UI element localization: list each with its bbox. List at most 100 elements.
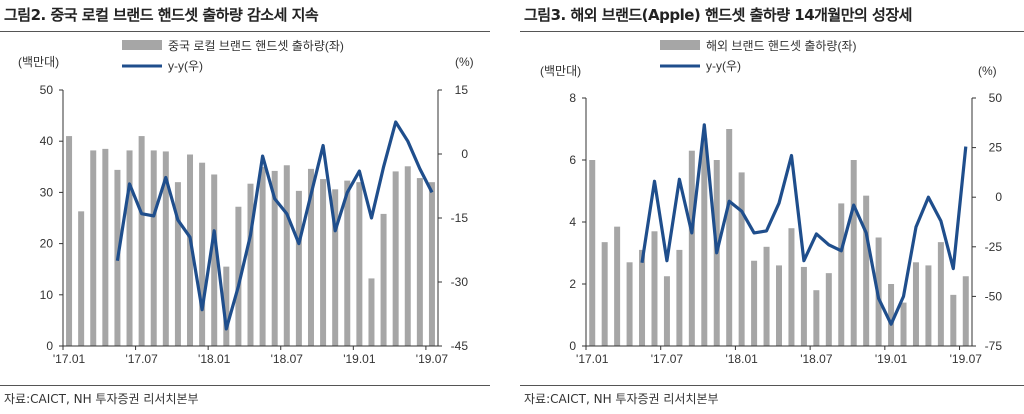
y-tick-label-right: 25 xyxy=(989,141,1003,155)
bar xyxy=(392,171,399,346)
bar xyxy=(259,166,266,346)
x-tick-label: '17.07 xyxy=(651,352,684,366)
x-tick-label: '18.01 xyxy=(725,352,758,366)
bar xyxy=(307,168,314,346)
x-tick-label: '18.07 xyxy=(800,352,833,366)
y-tick-label-right: -30 xyxy=(451,275,469,289)
y-tick-label-left: 4 xyxy=(569,215,576,229)
bar xyxy=(850,160,857,346)
bar xyxy=(174,182,181,346)
x-tick-label: '17.07 xyxy=(125,352,158,366)
bar xyxy=(813,290,820,346)
bar xyxy=(626,262,633,346)
y-tick-label-left: 0 xyxy=(46,339,53,353)
legend-bar-swatch xyxy=(122,40,162,50)
bar xyxy=(763,246,770,346)
bar xyxy=(283,165,290,346)
x-tick-label: '19.07 xyxy=(416,352,449,366)
y-tick-label-left: 6 xyxy=(569,153,576,167)
bar xyxy=(150,150,157,346)
bar xyxy=(962,276,969,346)
bar xyxy=(726,129,733,346)
bar xyxy=(651,231,658,346)
bar xyxy=(900,302,907,346)
bar xyxy=(102,148,109,346)
yoy-line xyxy=(115,120,434,331)
bar xyxy=(614,226,621,346)
bar xyxy=(223,266,230,346)
x-tick-label: '18.01 xyxy=(198,352,231,366)
source-divider-right xyxy=(520,385,1024,386)
y-tick-label-right: -45 xyxy=(451,339,469,353)
x-tick-label: '17.01 xyxy=(53,352,86,366)
y-tick-label-right: 0 xyxy=(995,190,1002,204)
bar xyxy=(888,284,895,346)
bar xyxy=(199,162,206,346)
bar xyxy=(235,206,242,346)
source-note-right: 자료:CAICT, NH 투자증권 리서치본부 xyxy=(524,392,719,406)
legend-bar-swatch xyxy=(660,40,700,50)
y-tick-label-left: 10 xyxy=(40,288,54,302)
bar xyxy=(937,242,944,346)
x-tick-label: '19.07 xyxy=(950,352,983,366)
source-note-left: 자료:CAICT, NH 투자증권 리서치본부 xyxy=(4,392,199,406)
bar xyxy=(788,228,795,346)
y-tick-label-right: 0 xyxy=(461,147,468,161)
bar xyxy=(688,150,695,346)
bar xyxy=(825,273,832,346)
bar xyxy=(701,138,708,346)
right-axis-unit: (%) xyxy=(978,64,997,78)
bar xyxy=(247,183,254,346)
chart-title-right: 그림3. 해외 브랜드(Apple) 핸드셋 출하량 14개월만의 성장세 xyxy=(524,6,912,24)
x-tick-label: '19.01 xyxy=(875,352,908,366)
bar xyxy=(912,262,919,346)
bar xyxy=(676,249,683,346)
bar xyxy=(380,213,387,346)
bar xyxy=(332,189,339,346)
bar xyxy=(751,260,758,346)
right-axis-unit: (%) xyxy=(455,55,474,69)
bar xyxy=(211,174,218,346)
bar xyxy=(90,150,97,346)
bar xyxy=(162,151,169,346)
y-tick-label-left: 40 xyxy=(40,134,54,148)
legend-line-label: y-y(우) xyxy=(168,59,203,73)
y-tick-label-left: 50 xyxy=(40,83,54,97)
bar xyxy=(66,136,73,346)
bar xyxy=(295,190,302,346)
left-axis-unit: (백만대) xyxy=(18,55,59,69)
x-tick-label: '18.07 xyxy=(271,352,304,366)
y-tick-label-right: -75 xyxy=(985,339,1003,353)
bar xyxy=(589,160,596,346)
bar xyxy=(663,276,670,346)
legend-bar-label: 해외 브랜드 핸드셋 출하량(좌) xyxy=(706,38,856,53)
bar xyxy=(187,154,194,346)
bar xyxy=(838,203,845,346)
bar xyxy=(601,242,608,346)
bar xyxy=(950,294,957,346)
bar xyxy=(138,136,145,346)
chart-title-left: 그림2. 중국 로컬 브랜드 핸드셋 출하량 감소세 지속 xyxy=(4,6,319,24)
source-divider-left xyxy=(0,385,490,386)
bar xyxy=(344,180,351,346)
y-tick-label-left: 2 xyxy=(569,277,576,291)
y-tick-label-right: 15 xyxy=(455,83,469,97)
legend-bar-label: 중국 로컬 브랜드 핸드셋 출하량(좌) xyxy=(168,38,344,53)
title-divider-right xyxy=(520,31,1024,32)
bar xyxy=(271,170,278,346)
bar xyxy=(356,182,363,346)
bar xyxy=(800,266,807,346)
bar xyxy=(639,249,646,346)
y-tick-label-right: -50 xyxy=(985,289,1003,303)
bar xyxy=(404,166,411,346)
y-tick-label-left: 20 xyxy=(40,237,54,251)
bar xyxy=(738,172,745,346)
bar xyxy=(368,278,375,346)
x-tick-label: '19.01 xyxy=(343,352,376,366)
bar xyxy=(126,150,133,346)
bar xyxy=(78,211,85,346)
x-tick-label: '17.01 xyxy=(576,352,609,366)
yoy-line xyxy=(640,123,968,326)
y-tick-label-right: -15 xyxy=(451,211,469,225)
